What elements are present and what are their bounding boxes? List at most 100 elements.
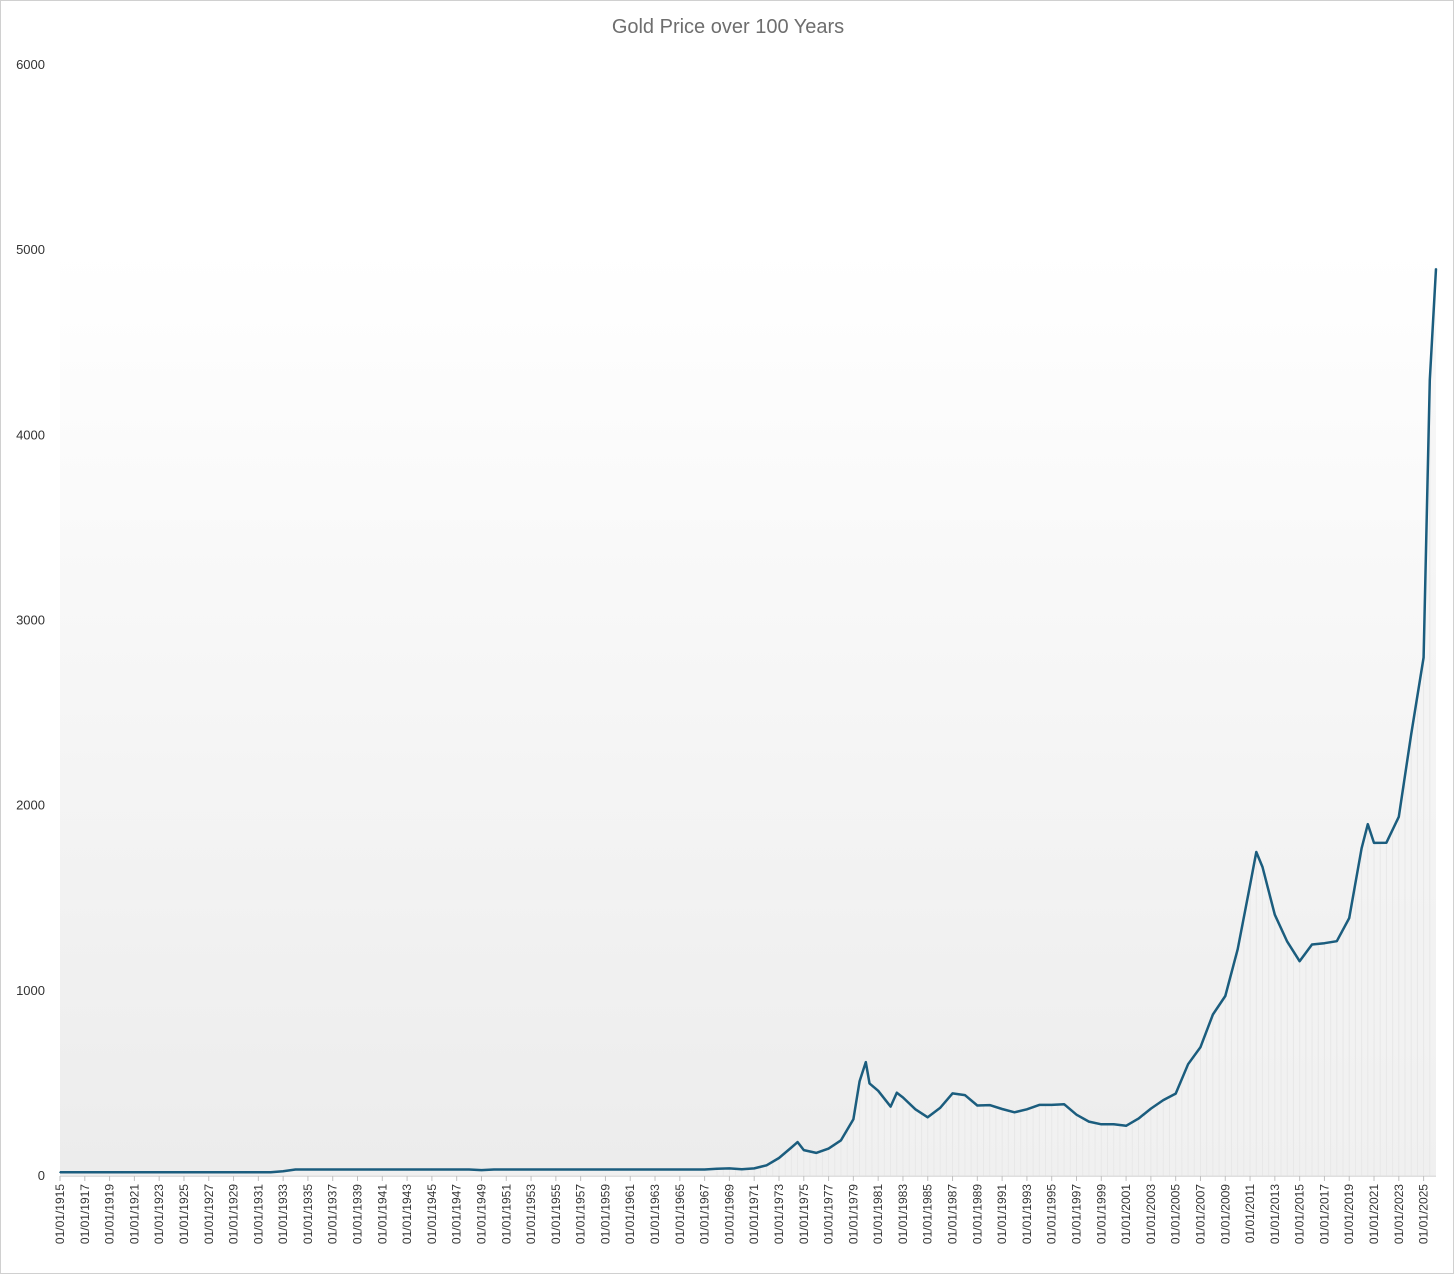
data-point xyxy=(902,1096,904,1099)
data-point xyxy=(431,1168,433,1171)
x-tick-label: 01/01/2019 xyxy=(1342,1184,1356,1244)
data-point xyxy=(896,1091,898,1094)
x-tick-label: 01/01/2007 xyxy=(1193,1184,1207,1244)
x-tick-label: 01/01/2005 xyxy=(1169,1184,1183,1244)
x-tick-label: 01/01/1939 xyxy=(351,1184,365,1244)
y-tick-label: 1000 xyxy=(16,983,45,998)
data-point xyxy=(369,1168,371,1171)
x-tick-label: 01/01/2015 xyxy=(1293,1184,1307,1244)
data-point xyxy=(926,1116,929,1119)
data-point xyxy=(617,1168,619,1171)
data-point xyxy=(852,1118,855,1120)
data-point xyxy=(1150,1107,1152,1110)
x-tick-label: 01/01/1969 xyxy=(722,1184,736,1244)
data-point xyxy=(1429,379,1431,381)
x-tick-label: 01/01/1929 xyxy=(227,1184,241,1244)
data-point xyxy=(555,1168,557,1171)
x-tick-label: 01/01/1983 xyxy=(896,1184,910,1244)
data-point xyxy=(778,1157,780,1159)
x-tick-label: 01/01/2013 xyxy=(1268,1184,1282,1244)
x-tick-label: 01/01/1987 xyxy=(946,1184,960,1244)
x-tick-label: 01/01/1981 xyxy=(871,1184,885,1244)
x-tick-label: 01/01/1953 xyxy=(524,1184,538,1244)
data-point xyxy=(1298,960,1301,962)
x-tick-label: 01/01/1935 xyxy=(301,1184,315,1244)
data-point xyxy=(827,1147,830,1150)
data-point xyxy=(1323,942,1326,944)
data-point xyxy=(840,1139,842,1142)
x-tick-label: 01/01/2001 xyxy=(1119,1184,1133,1244)
data-point xyxy=(245,1171,247,1174)
data-point xyxy=(1212,1013,1214,1016)
y-tick-label: 4000 xyxy=(16,427,45,442)
data-point xyxy=(1311,943,1313,946)
data-point xyxy=(1013,1111,1016,1114)
data-point xyxy=(988,1104,991,1106)
data-point xyxy=(796,1141,799,1143)
data-point xyxy=(790,1146,793,1149)
data-point xyxy=(307,1168,309,1171)
data-point xyxy=(1088,1120,1090,1123)
data-point xyxy=(121,1171,123,1174)
x-tick-label: 01/01/1955 xyxy=(549,1184,563,1244)
data-point xyxy=(1001,1108,1003,1110)
data-point xyxy=(1435,267,1437,270)
x-tick-label: 01/01/1959 xyxy=(598,1184,612,1244)
data-point xyxy=(1125,1125,1127,1127)
x-tick-label: 01/01/1965 xyxy=(673,1184,687,1244)
x-tick-label: 01/01/1961 xyxy=(623,1184,637,1244)
data-point xyxy=(1199,1046,1202,1048)
x-tick-label: 01/01/1997 xyxy=(1070,1184,1084,1244)
data-point xyxy=(59,1171,61,1174)
x-tick-label: 01/01/2003 xyxy=(1144,1184,1158,1244)
data-point xyxy=(1385,841,1388,844)
y-tick-label: 3000 xyxy=(16,613,45,628)
x-tick-label: 01/01/2011 xyxy=(1243,1184,1257,1243)
data-point xyxy=(1063,1103,1065,1105)
data-point xyxy=(741,1168,743,1171)
data-point xyxy=(1410,733,1412,735)
x-tick-label: 01/01/2023 xyxy=(1392,1184,1406,1244)
data-point xyxy=(716,1168,718,1170)
data-point xyxy=(889,1105,892,1108)
x-tick-label: 01/01/1977 xyxy=(822,1184,836,1244)
data-point xyxy=(976,1104,979,1107)
y-tick-label: 5000 xyxy=(16,242,45,257)
x-tick-label: 01/01/1951 xyxy=(499,1184,513,1244)
x-tick-label: 01/01/1999 xyxy=(1094,1184,1108,1244)
series-area xyxy=(60,268,1436,1176)
x-tick-label: 01/01/1967 xyxy=(698,1184,712,1244)
data-point xyxy=(269,1171,272,1174)
data-point xyxy=(1038,1104,1041,1106)
data-point xyxy=(493,1168,495,1171)
x-tick-label: 01/01/2021 xyxy=(1367,1184,1381,1244)
data-point xyxy=(1100,1123,1103,1126)
x-tick-label: 01/01/1947 xyxy=(450,1184,464,1244)
data-point xyxy=(1348,917,1350,919)
y-tick-label: 6000 xyxy=(16,57,45,72)
data-point xyxy=(1050,1104,1053,1106)
data-point xyxy=(1187,1063,1189,1065)
data-point xyxy=(1422,656,1425,659)
x-tick-label: 01/01/1921 xyxy=(127,1184,141,1244)
y-axis: 0 1000 2000 3000 4000 5000 6000 xyxy=(16,57,45,1183)
x-tick-label: 01/01/1923 xyxy=(152,1184,166,1244)
data-point xyxy=(1137,1117,1140,1120)
data-point xyxy=(1075,1113,1078,1116)
data-point xyxy=(703,1168,706,1171)
series-layer xyxy=(59,267,1438,1176)
data-point xyxy=(765,1164,768,1167)
y-tick-label: 2000 xyxy=(16,798,45,813)
data-point xyxy=(753,1167,755,1170)
x-tick-label: 01/01/2009 xyxy=(1218,1184,1232,1244)
x-tick-label: 01/01/1975 xyxy=(797,1184,811,1244)
x-tick-label: 01/01/1933 xyxy=(276,1184,290,1244)
data-point xyxy=(815,1152,817,1154)
plot-background xyxy=(60,250,1436,1176)
chart-title: Gold Price over 100 Years xyxy=(611,16,845,38)
x-tick-label: 01/01/1957 xyxy=(574,1184,588,1244)
x-tick-label: 01/01/1971 xyxy=(747,1184,761,1244)
data-point xyxy=(1112,1123,1115,1126)
